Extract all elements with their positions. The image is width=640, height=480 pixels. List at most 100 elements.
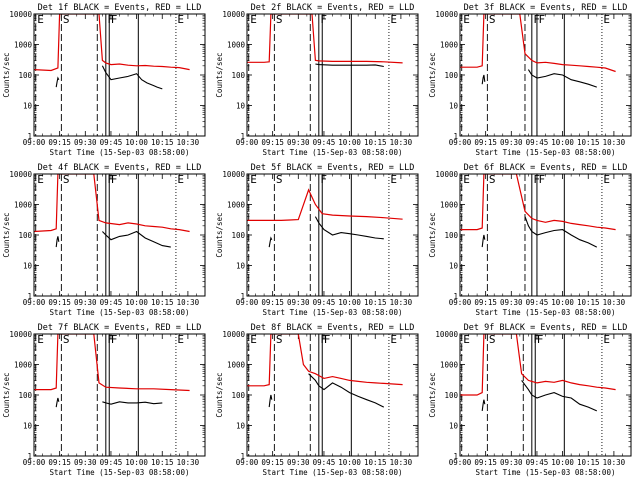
x-tick-label: 09:00: [449, 458, 472, 467]
x-tick-label: 10:00: [338, 138, 361, 147]
y-axis-label: Counts/sec: [2, 212, 11, 257]
events-series-line: [308, 373, 385, 408]
y-tick-label: 1: [453, 452, 458, 461]
panel-plot-svg: Det 7f BLACK = Events, RED = LLD10000100…: [2, 323, 206, 477]
time-marker-label: F: [538, 173, 545, 186]
time-marker-label: F: [111, 173, 118, 186]
time-marker-label: S: [489, 13, 496, 26]
time-marker-label: E: [37, 173, 44, 186]
events-series-line: [527, 69, 597, 88]
x-tick-label: 09:00: [23, 138, 46, 147]
x-tick-label: 09:45: [100, 458, 123, 467]
time-marker-label: F: [320, 13, 327, 26]
time-marker-label: S: [276, 173, 283, 186]
time-marker-label: E: [37, 13, 44, 26]
x-tick-label: 09:15: [48, 458, 71, 467]
x-tick-label: 09:45: [313, 458, 336, 467]
y-tick-label: 1000: [440, 201, 459, 210]
x-tick-label: 10:15: [364, 298, 387, 307]
events-series-line: [315, 63, 384, 68]
x-tick-label: 09:30: [287, 298, 310, 307]
time-marker-label: F: [107, 13, 114, 26]
time-marker-label: E: [463, 13, 470, 26]
x-tick-label: 10:00: [551, 138, 574, 147]
x-tick-label: 10:15: [577, 138, 600, 147]
axes-frame: [459, 173, 632, 297]
x-tick-label: 09:30: [500, 298, 523, 307]
y-tick-label: 10000: [9, 170, 32, 179]
axes-frame: [246, 173, 419, 297]
y-tick-label: 1000: [440, 41, 459, 50]
x-tick-label: 10:00: [551, 298, 574, 307]
panel-plot-svg: Det 2f BLACK = Events, RED = LLD10000100…: [215, 3, 419, 157]
x-tick-label: 09:00: [236, 458, 259, 467]
y-tick-label: 10000: [435, 330, 458, 339]
plot-area: [460, 14, 616, 136]
x-tick-label: 10:30: [603, 298, 626, 307]
panel-plot-svg: Det 3f BLACK = Events, RED = LLD10000100…: [428, 3, 632, 157]
x-tick-label: 09:15: [474, 138, 497, 147]
time-marker-label: E: [390, 173, 397, 186]
y-axis-label: Counts/sec: [428, 372, 437, 417]
y-axis-label: Counts/sec: [428, 52, 437, 97]
y-axis-label: Counts/sec: [2, 372, 11, 417]
y-axis-label: Counts/sec: [428, 212, 437, 257]
time-marker-label: F: [533, 173, 540, 186]
y-tick-label: 10000: [435, 170, 458, 179]
y-tick-label: 1: [453, 292, 458, 301]
events-series-line: [55, 397, 60, 408]
x-tick-label: 10:15: [577, 298, 600, 307]
x-tick-label: 09:15: [261, 458, 284, 467]
panel-title: Det 5f BLACK = Events, RED = LLD: [251, 163, 415, 173]
y-tick-label: 10000: [222, 330, 245, 339]
x-tick-label: 10:15: [577, 458, 600, 467]
x-tick-label: 09:15: [474, 298, 497, 307]
plot-area: [247, 334, 403, 456]
y-axis-label: Counts/sec: [2, 52, 11, 97]
x-tick-label: 10:00: [338, 298, 361, 307]
y-tick-label: 100: [18, 391, 32, 400]
x-tick-label: 10:15: [151, 458, 174, 467]
x-tick-label: 09:00: [236, 298, 259, 307]
panel-title: Det 3f BLACK = Events, RED = LLD: [464, 3, 628, 13]
plot-area: [34, 334, 190, 456]
lld-series-line: [34, 334, 190, 392]
lld-series-line: [247, 14, 403, 64]
y-tick-label: 1: [27, 132, 32, 141]
lld-series-line: [460, 14, 616, 73]
x-axis-label: Start Time (15-Sep-03 08:58:00): [50, 148, 190, 157]
detector-panel-3: Det 3f BLACK = Events, RED = LLD 10000 100…: [426, 0, 639, 160]
panel-plot-svg: Det 1f BLACK = Events, RED = LLD10000100…: [2, 3, 206, 157]
lld-series-line: [247, 188, 403, 222]
time-marker-label: E: [250, 13, 257, 26]
x-tick-label: 10:00: [551, 458, 574, 467]
panel-title: Det 8f BLACK = Events, RED = LLD: [251, 323, 415, 333]
time-marker-label: E: [177, 173, 184, 186]
y-tick-label: 10: [23, 422, 33, 431]
events-series-line: [102, 401, 163, 405]
x-axis-label: Start Time (15-Sep-03 08:58:00): [50, 468, 190, 477]
x-tick-label: 09:15: [48, 298, 71, 307]
y-tick-label: 100: [444, 71, 458, 80]
detector-panel-9: Det 9f BLACK = Events, RED = LLD 10000 100…: [426, 320, 639, 480]
y-tick-label: 10000: [222, 10, 245, 19]
detector-panel-8: Det 8f BLACK = Events, RED = LLD 10000 100…: [213, 320, 426, 480]
y-tick-label: 10: [236, 262, 246, 271]
x-axis-label: Start Time (15-Sep-03 08:58:00): [50, 308, 190, 317]
events-series-line: [481, 234, 486, 248]
x-tick-label: 09:00: [449, 298, 472, 307]
time-marker-label: E: [603, 173, 610, 186]
x-tick-label: 09:15: [48, 138, 71, 147]
panel-plot-svg: Det 8f BLACK = Events, RED = LLD10000100…: [215, 323, 419, 477]
x-tick-label: 09:45: [526, 298, 549, 307]
y-tick-label: 1000: [227, 41, 246, 50]
y-tick-label: 1000: [227, 361, 246, 370]
x-tick-label: 09:45: [100, 138, 123, 147]
axes-frame: [246, 13, 419, 137]
x-tick-label: 10:15: [151, 298, 174, 307]
y-tick-label: 10000: [222, 170, 245, 179]
x-axis-label: Start Time (15-Sep-03 08:58:00): [263, 148, 403, 157]
y-tick-label: 100: [18, 231, 32, 240]
y-tick-label: 10: [236, 422, 246, 431]
